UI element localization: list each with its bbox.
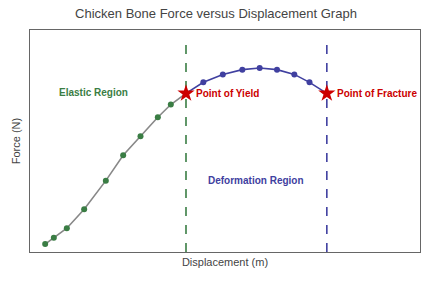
svg-text:Point of Fracture: Point of Fracture (337, 88, 417, 99)
svg-text:Displacement (m): Displacement (m) (182, 256, 268, 268)
svg-text:Chicken Bone Force versus Disp: Chicken Bone Force versus Displacement G… (75, 6, 357, 21)
svg-text:Point of Yield: Point of Yield (196, 88, 259, 99)
svg-text:Force (N): Force (N) (10, 118, 22, 164)
svg-text:Deformation Region: Deformation Region (208, 175, 304, 186)
svg-text:Elastic Region: Elastic Region (59, 87, 128, 98)
